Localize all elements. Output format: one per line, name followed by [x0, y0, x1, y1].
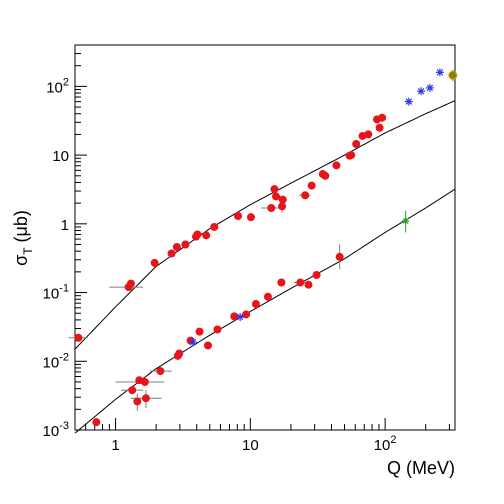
y-tick-label: 10-3 [43, 420, 69, 440]
data-point [364, 130, 373, 139]
data-point [332, 161, 341, 170]
data-point [156, 367, 165, 376]
data-point [271, 192, 280, 201]
plot-frame [74, 44, 456, 431]
data-point [230, 312, 239, 321]
data-point [92, 418, 101, 427]
y-tick-label: 1 [61, 217, 69, 234]
data-point [378, 113, 387, 122]
data-point-olive [448, 70, 458, 80]
data-point [251, 300, 260, 309]
data-point [347, 151, 356, 160]
x-tick-label: 1 [111, 437, 119, 454]
data-markers [74, 68, 458, 427]
data-point [167, 249, 176, 258]
x-tick-label: 10 [242, 437, 259, 454]
y-tick-label: 10-1 [43, 283, 69, 303]
data-point [278, 202, 287, 211]
data-point [270, 185, 279, 194]
model-curves [74, 100, 456, 434]
data-point [150, 258, 159, 267]
data-point [304, 280, 313, 289]
data-point [301, 191, 310, 200]
data-point [352, 140, 361, 149]
svg-text:σT (μb): σT (μb) [11, 210, 35, 266]
data-point [296, 278, 305, 287]
data-point [267, 203, 276, 212]
x-tick-label: 102 [374, 434, 397, 454]
data-point-star-green [402, 217, 410, 225]
data-point [312, 271, 321, 280]
data-point [375, 123, 384, 132]
data-point [126, 279, 135, 288]
data-point [246, 213, 255, 222]
data-point [128, 386, 137, 395]
axis-ticks [74, 44, 450, 431]
data-point [263, 292, 272, 301]
data-point [175, 349, 184, 358]
data-point [141, 394, 150, 403]
model-curve-2 [74, 188, 456, 434]
data-point [202, 231, 211, 240]
data-point [181, 240, 190, 249]
data-point [133, 397, 142, 406]
data-point [210, 222, 219, 231]
y-tick-label: 102 [46, 76, 69, 96]
y-tick-label: 10 [52, 148, 69, 165]
y-axis-label: σT (μb) [11, 210, 35, 266]
y-tick-label: 10-2 [43, 351, 69, 371]
data-point [172, 243, 181, 252]
error-bars [68, 69, 454, 411]
data-point-star-blue [435, 68, 444, 77]
x-axis-label: Q (MeV) [387, 458, 455, 478]
data-point [335, 252, 344, 261]
data-point [278, 195, 287, 204]
data-point-star-blue [188, 338, 197, 347]
data-point [195, 327, 204, 336]
data-point [140, 377, 149, 386]
tick-labels: 1 10 102 10-3 10-2 10-1 1 10 102 [43, 76, 397, 454]
data-point [234, 211, 243, 220]
data-point [193, 230, 202, 239]
data-point [74, 333, 83, 342]
data-point-star-blue [425, 83, 434, 92]
data-point [213, 325, 222, 334]
data-point-star-blue [236, 313, 245, 322]
data-point [307, 181, 316, 190]
data-point-star-blue [404, 97, 413, 106]
data-point [203, 341, 212, 350]
data-point [321, 171, 330, 180]
data-point-star-blue [417, 87, 426, 96]
data-point [277, 278, 286, 287]
